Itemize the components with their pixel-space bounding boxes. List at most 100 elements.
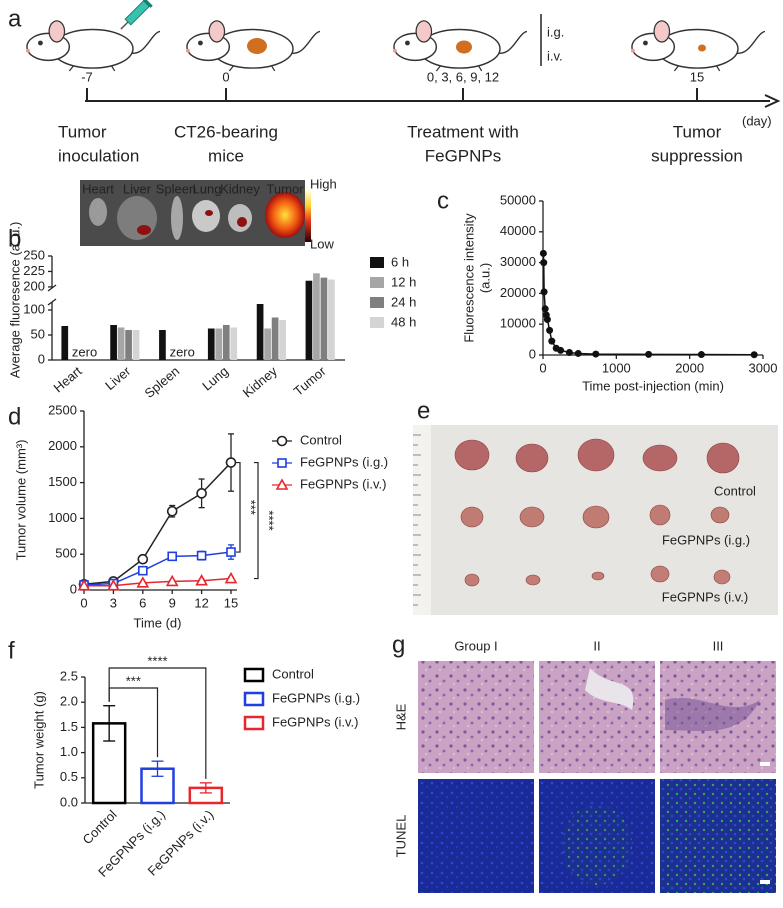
he-image — [418, 661, 534, 773]
legend-swatch — [370, 257, 384, 268]
legend-swatch — [370, 317, 384, 328]
significance: **** — [262, 510, 277, 530]
y-axis-label: Average fluoresence (a. u.) — [7, 222, 22, 379]
bar — [125, 330, 132, 360]
y-tick-label: 1000 — [48, 510, 77, 525]
y-tick-label: 2500 — [48, 402, 77, 417]
timeline-caption: inoculation — [58, 146, 139, 165]
marker — [137, 553, 149, 565]
x-tick-label: Liver — [102, 363, 134, 393]
y-tick-label: 40000 — [500, 223, 536, 238]
panel-a: a — [8, 0, 781, 108]
tumor-spot — [456, 40, 472, 54]
annotation: zero — [72, 344, 97, 359]
x-tick-label: 3000 — [749, 360, 778, 375]
organ-spleen — [171, 196, 183, 240]
x-tick-label: 1000 — [602, 360, 631, 375]
bar — [320, 277, 328, 360]
column-label: III — [713, 638, 724, 653]
marker — [275, 478, 289, 490]
marker — [138, 565, 148, 576]
x-axis-label: Time post-injection (min) — [582, 378, 724, 393]
timeline-caption: mice — [208, 146, 244, 165]
y-axis-label: Tumor volume (mm³) — [13, 440, 28, 561]
data-point — [565, 349, 573, 357]
group-label: FeGPNPs (i.v.) — [662, 589, 748, 604]
x-tick-label: 6 — [139, 595, 146, 610]
axis-break — [47, 298, 57, 306]
x-tick-label: 0 — [80, 595, 87, 610]
panel-g: g — [392, 631, 776, 893]
y-tick-label: 100 — [23, 301, 45, 316]
legend-label: Control — [272, 666, 314, 681]
series-line — [83, 551, 232, 586]
marker — [195, 574, 208, 586]
bar — [117, 327, 125, 360]
column-label: II — [593, 638, 600, 653]
bar — [230, 327, 238, 360]
y-tick-label: 250 — [23, 247, 45, 262]
data-point — [540, 259, 548, 267]
series-line — [83, 462, 232, 586]
y-tick-label: 0 — [70, 581, 77, 596]
legend-swatch — [370, 297, 384, 308]
x-tick-label: 12 — [194, 595, 208, 610]
route-label: i.v. — [547, 48, 563, 63]
panel-letter: e — [417, 397, 430, 424]
organ-lung — [192, 200, 220, 232]
panel-letter: g — [392, 631, 405, 658]
x-tick-label: 15 — [224, 595, 238, 610]
bar — [61, 326, 69, 360]
fit-line — [542, 253, 755, 356]
timeline-unit: (day) — [742, 113, 772, 128]
legend-label: 24 h — [391, 294, 416, 309]
inset-label: Tumor — [266, 181, 304, 196]
y-tick-label: 200 — [23, 278, 45, 293]
bar — [256, 304, 264, 360]
bar — [207, 328, 215, 360]
significance-bracket — [236, 461, 241, 553]
x-tick-label: Spleen — [142, 363, 183, 401]
panel-letter: b — [8, 225, 21, 252]
data-point — [543, 316, 551, 324]
panel-letter: a — [8, 5, 22, 32]
timeline-caption: Tumor — [58, 122, 107, 141]
data-point — [557, 346, 565, 354]
legend-swatch — [243, 715, 265, 731]
x-tick-label: 2000 — [675, 360, 704, 375]
bar — [328, 279, 335, 360]
column-label: Group I — [454, 638, 497, 653]
x-tick-label: Control — [79, 807, 119, 847]
bar — [110, 325, 117, 360]
data-point — [548, 337, 556, 345]
legend-label: FeGPNPs (i.g.) — [300, 454, 388, 469]
he-necrosis — [585, 668, 634, 710]
y-tick-label: 10000 — [500, 316, 536, 331]
bar — [215, 328, 223, 360]
bar — [279, 320, 286, 360]
legend-label: FeGPNPs (i.g.) — [272, 690, 360, 705]
y-axis-label: Fluorescence intensity — [461, 213, 476, 343]
data-point — [539, 249, 547, 257]
scale-bar — [760, 762, 770, 766]
x-tick-label: Heart — [51, 363, 85, 395]
legend-swatch — [243, 691, 265, 707]
y-tick-label: 0.0 — [60, 794, 78, 809]
significance: *** — [244, 500, 259, 515]
y-tick-label: 1.0 — [60, 744, 78, 759]
significance: *** — [126, 673, 141, 688]
significance: **** — [147, 653, 167, 668]
x-tick-label: 0 — [539, 360, 546, 375]
bar — [264, 328, 271, 360]
y-tick-label: 1.5 — [60, 719, 78, 734]
timeline-label: -7 — [81, 69, 93, 84]
group-label: FeGPNPs (i.g.) — [662, 532, 750, 547]
y-tick-label: 0.5 — [60, 769, 78, 784]
data-point — [541, 305, 549, 313]
y-tick-label: 20000 — [500, 285, 536, 300]
y-tick-label: 1500 — [48, 474, 77, 489]
timeline-caption: suppression — [651, 146, 743, 165]
scale-label: High — [310, 176, 337, 191]
